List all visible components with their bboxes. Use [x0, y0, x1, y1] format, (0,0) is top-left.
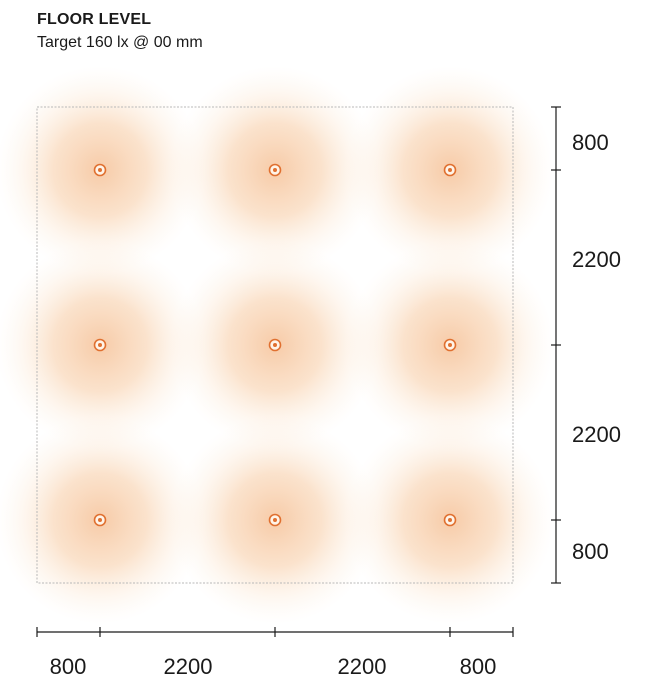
plan-subtitle: Target 160 lx @ 00 mm [37, 34, 203, 51]
horizontal-dimension-label-2: 2200 [164, 654, 213, 679]
light-fixture-5 [268, 338, 282, 352]
light-fixture-9 [443, 513, 457, 527]
light-fixture-6 [443, 338, 457, 352]
horizontal-dimension-label-3: 2200 [338, 654, 387, 679]
light-fixture-7 [93, 513, 107, 527]
horizontal-dimension-label-4: 800 [460, 654, 497, 679]
light-fixture-3 [443, 163, 457, 177]
light-fixture-1 [93, 163, 107, 177]
light-fixture-8 [268, 513, 282, 527]
vertical-dimension-label-4: 800 [572, 539, 609, 564]
light-fixture-4 [93, 338, 107, 352]
fixture-layer [93, 163, 457, 527]
vertical-dimension: 800 2200 2200 800 [551, 106, 621, 584]
light-fixture-2 [268, 163, 282, 177]
horizontal-dimension: 800 2200 2200 800 [36, 627, 514, 679]
horizontal-dimension-label-1: 800 [50, 654, 87, 679]
plan-title: FLOOR LEVEL [37, 11, 152, 28]
room-boundary [36, 106, 514, 584]
vertical-dimension-label-1: 800 [572, 130, 609, 155]
vertical-dimension-label-3: 2200 [572, 422, 621, 447]
vertical-dimension-label-2: 2200 [572, 247, 621, 272]
